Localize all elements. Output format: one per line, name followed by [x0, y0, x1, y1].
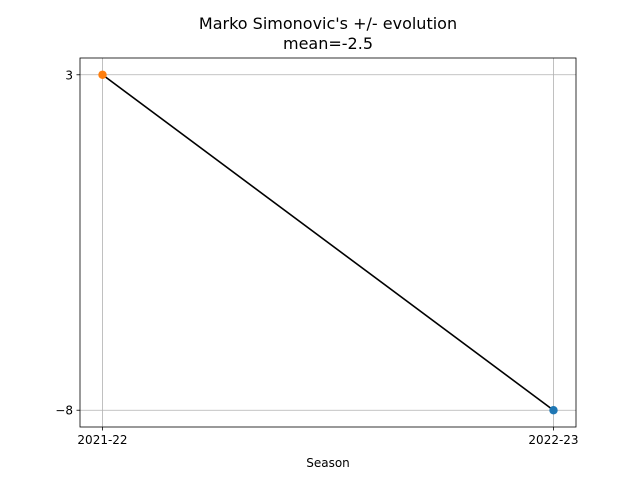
series-line — [102, 74, 554, 411]
y-tick-label: 3 — [65, 68, 73, 82]
y-tick-label: −8 — [55, 404, 73, 418]
tick-layer: 2021-22 2022-23 3 −8 — [55, 68, 578, 447]
x-tick-label: 2021-22 — [77, 433, 127, 447]
axes-layer — [79, 57, 577, 428]
chart-subtitle: mean=-2.5 — [283, 34, 373, 53]
x-tick-label: 2022-23 — [528, 433, 578, 447]
x-axis-label: Season — [306, 456, 350, 470]
data-point — [549, 406, 558, 415]
series-layer — [98, 70, 558, 415]
grid-layer — [80, 58, 576, 427]
plot-frame — [79, 57, 577, 428]
chart-title: Marko Simonovic's +/- evolution — [199, 14, 457, 33]
data-point — [98, 70, 107, 79]
